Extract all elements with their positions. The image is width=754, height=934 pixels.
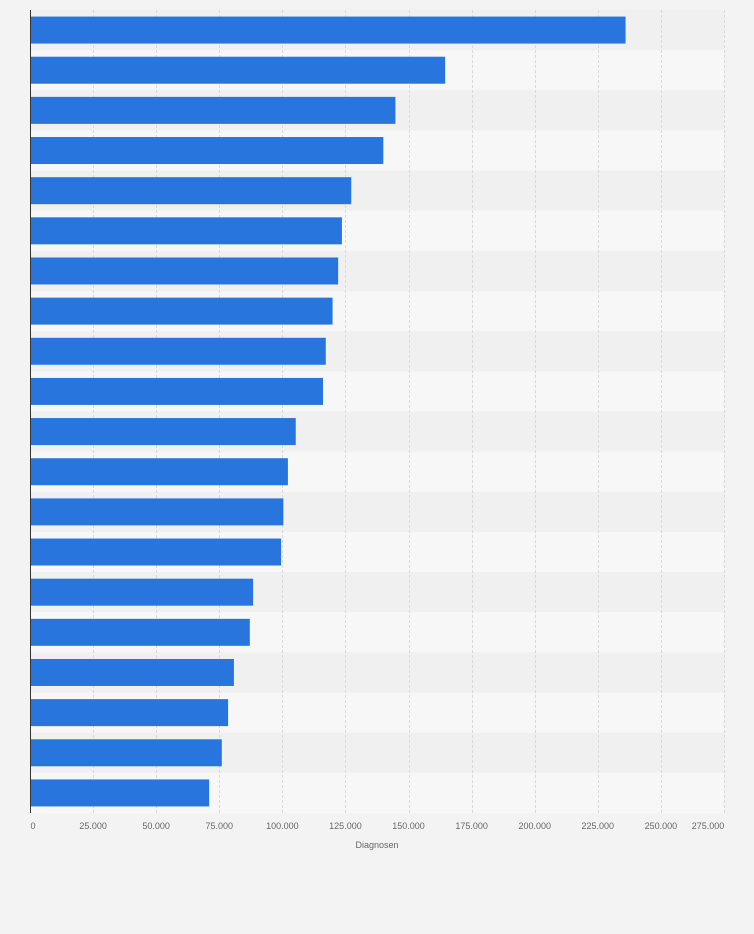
bar[interactable] [30, 297, 333, 325]
bar[interactable] [30, 56, 446, 84]
bar[interactable] [30, 498, 284, 526]
x-tick-label: 250.000 [645, 821, 678, 831]
bar[interactable] [30, 458, 288, 486]
x-tick-label: 275.000 [692, 821, 725, 831]
x-tick-label: 225.000 [582, 821, 615, 831]
bar[interactable] [30, 257, 339, 285]
bar[interactable] [30, 779, 210, 807]
bar[interactable] [30, 418, 296, 446]
bars [30, 16, 626, 807]
x-tick-label: 200.000 [518, 821, 551, 831]
grid-lines [93, 10, 725, 813]
bar[interactable] [30, 217, 342, 245]
bar[interactable] [30, 337, 326, 365]
bar[interactable] [30, 538, 282, 566]
bar[interactable] [30, 377, 323, 405]
x-tick-label: 125.000 [329, 821, 362, 831]
x-tick-label: 100.000 [266, 821, 299, 831]
x-axis-title: Diagnosen [355, 840, 398, 850]
x-tick-label: 50.000 [142, 821, 170, 831]
x-tick-label: 175.000 [455, 821, 488, 831]
bar[interactable] [30, 699, 229, 727]
bar[interactable] [30, 137, 384, 165]
bar[interactable] [30, 177, 352, 205]
x-tick-label: 75.000 [206, 821, 234, 831]
x-tick-labels: 0 25.000 50.000 75.000 100.000 125.000 150.000… [30, 821, 724, 831]
bar[interactable] [30, 658, 234, 686]
bar[interactable] [30, 578, 254, 606]
x-tick-label: 0 [30, 821, 35, 831]
bar[interactable] [30, 739, 222, 767]
x-tick-label: 150.000 [392, 821, 425, 831]
bar[interactable] [30, 618, 250, 646]
x-tick-label: 25.000 [79, 821, 107, 831]
row-bands [30, 10, 724, 813]
bar[interactable] [30, 96, 396, 124]
bar[interactable] [30, 16, 626, 44]
